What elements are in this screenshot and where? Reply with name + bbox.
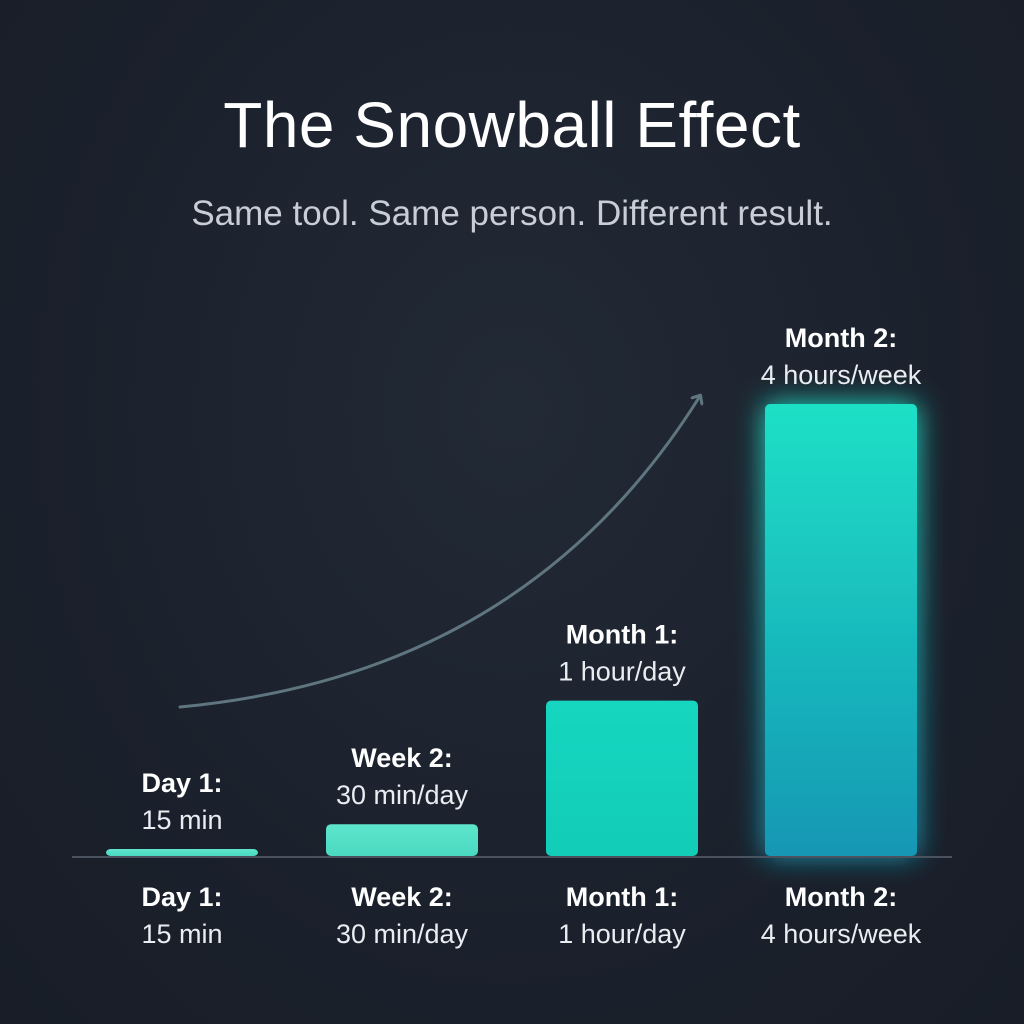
- x-tick-category-label: Day 1:: [141, 882, 222, 912]
- x-tick-category-label: Month 1:: [566, 882, 678, 912]
- x-tick-category-label: Week 2:: [351, 882, 453, 912]
- bar-1: [106, 848, 258, 856]
- chart-subtitle: Same tool. Same person. Different result…: [191, 194, 833, 233]
- x-tick-category-label: Month 2:: [785, 882, 897, 912]
- bar-top-category-label: Week 2:: [351, 743, 453, 773]
- trend-arrow: [178, 396, 700, 709]
- bar-top-category-label: Month 1:: [566, 620, 678, 650]
- bar-4: [765, 404, 917, 856]
- bar-top-category-label: Month 2:: [785, 323, 897, 353]
- bar-top-category-label: Day 1:: [141, 768, 222, 798]
- bar-3: [546, 700, 698, 856]
- x-tick-value-label: 1 hour/day: [558, 919, 686, 949]
- bars-layer: [106, 404, 917, 856]
- chart-title: The Snowball Effect: [223, 89, 801, 161]
- x-tick-value-label: 30 min/day: [336, 919, 469, 949]
- bar-2: [326, 824, 478, 856]
- bar-top-value-label: 30 min/day: [336, 780, 469, 810]
- x-tick-value-label: 15 min: [141, 919, 222, 949]
- x-tick-value-label: 4 hours/week: [761, 919, 922, 949]
- bar-top-value-label: 1 hour/day: [558, 657, 686, 687]
- bar-top-value-label: 15 min: [141, 805, 222, 835]
- bar-top-value-label: 4 hours/week: [761, 360, 922, 390]
- labels-layer: Day 1: 15 min Day 1: 15 min Week 2: 30 min/da…: [141, 323, 921, 949]
